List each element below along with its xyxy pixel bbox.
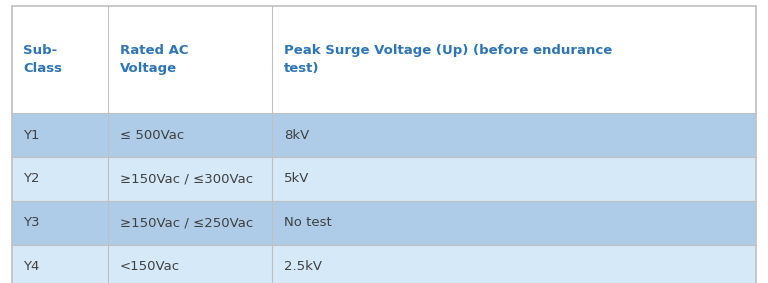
Text: Y1: Y1 <box>23 129 39 142</box>
Text: 8kV: 8kV <box>284 129 309 142</box>
Text: Peak Surge Voltage (Up) (before endurance
test): Peak Surge Voltage (Up) (before enduranc… <box>284 44 612 75</box>
Bar <box>108 6 273 113</box>
Bar <box>12 245 108 283</box>
Text: <150Vac: <150Vac <box>120 260 180 273</box>
Text: 2.5kV: 2.5kV <box>284 260 322 273</box>
Bar <box>108 113 273 157</box>
Text: No test: No test <box>284 216 332 229</box>
Text: Sub-
Class: Sub- Class <box>23 44 62 75</box>
Bar <box>273 6 756 113</box>
Bar <box>108 157 273 201</box>
Bar <box>108 201 273 245</box>
Text: Rated AC
Voltage: Rated AC Voltage <box>120 44 188 75</box>
Text: ≤ 500Vac: ≤ 500Vac <box>120 129 184 142</box>
Bar <box>108 245 273 283</box>
Bar <box>273 113 756 157</box>
Text: Y4: Y4 <box>23 260 39 273</box>
Bar <box>12 201 108 245</box>
Bar <box>273 157 756 201</box>
Text: Y3: Y3 <box>23 216 39 229</box>
Text: ≥150Vac / ≤300Vac: ≥150Vac / ≤300Vac <box>120 173 253 185</box>
Text: Y2: Y2 <box>23 173 39 185</box>
Text: ≥150Vac / ≤250Vac: ≥150Vac / ≤250Vac <box>120 216 253 229</box>
Bar <box>12 157 108 201</box>
Bar <box>12 113 108 157</box>
Text: 5kV: 5kV <box>284 173 310 185</box>
Bar <box>273 201 756 245</box>
Bar <box>273 245 756 283</box>
Bar <box>12 6 108 113</box>
